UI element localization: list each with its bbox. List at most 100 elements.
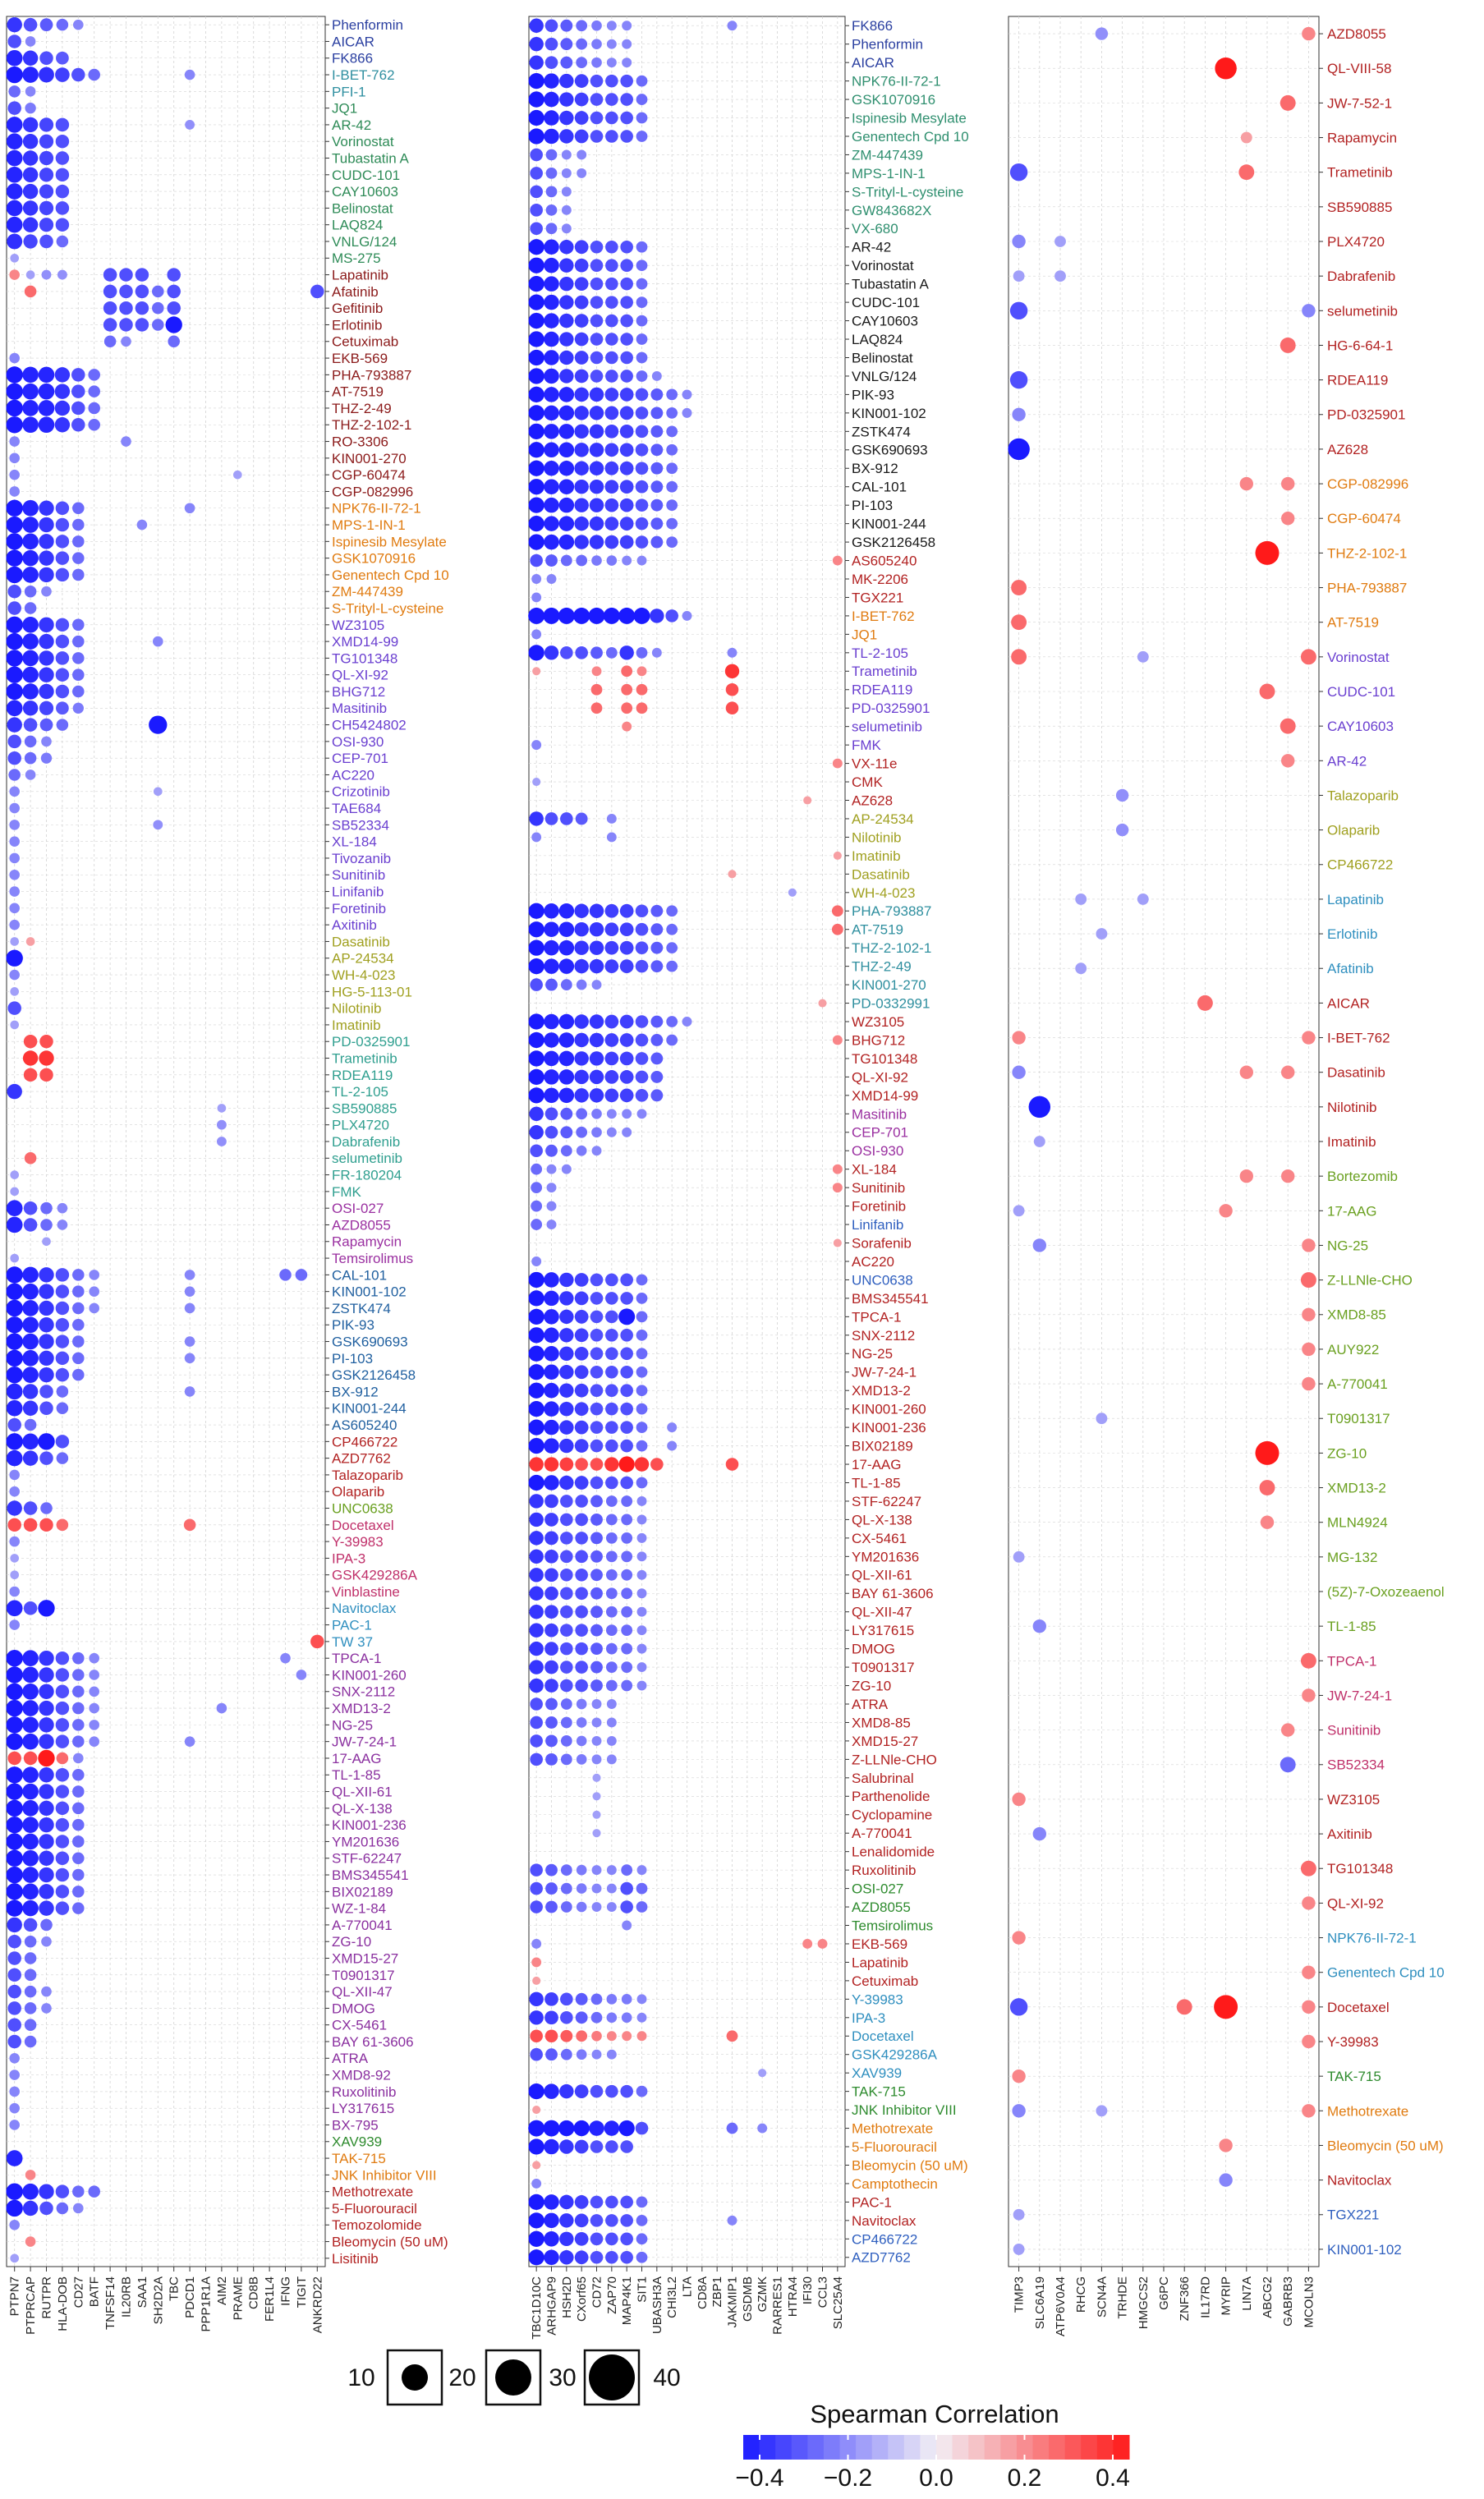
bubble [55,651,70,665]
row-label: JW-7-24-1 [852,1365,917,1380]
row-label: Tubastatin A [332,150,410,166]
bubble [531,740,542,751]
bubble [1255,1440,1280,1465]
bubble [528,91,544,108]
size-legend-dot [402,2364,428,2391]
bubble [575,1513,588,1527]
bubble [24,1952,37,1964]
bubble [530,185,543,199]
bubble [22,1883,39,1900]
column-labels: PTPN7 PTPRCAP RUTPR HLA-DOB CD27 BATF TNFSF14 I… [8,2267,324,2335]
bubble [39,683,54,700]
bubble [831,923,843,935]
bubble [559,1309,574,1325]
bubble [531,2178,542,2189]
bubble [621,1661,633,1673]
bubble [650,1089,664,1102]
bubble [9,802,20,814]
bubble [22,683,39,700]
row-label: PI-103 [332,1351,373,1367]
bubble [544,1327,559,1344]
bubble [89,1702,99,1714]
row-label: AUY922 [1327,1342,1379,1357]
bubble [56,51,69,65]
row-label: AZD7762 [332,1451,391,1467]
bubble [528,386,544,403]
bubble [620,240,633,254]
bubble [6,2183,23,2200]
bubble [9,903,20,914]
bubble [619,959,634,973]
row-label: Olaparib [332,1484,384,1500]
row-label: NG-25 [332,1717,373,1733]
bubble [666,905,678,917]
bubble [546,574,557,584]
bubble [7,2001,21,2015]
bubble [544,1013,559,1030]
bubble [530,1900,543,1913]
row-label: KIN001-236 [852,1420,926,1436]
row-label: Afatinib [332,284,379,300]
bubble [636,1865,647,1876]
bubble [7,1001,21,1015]
bubble [545,1697,558,1711]
bubble [635,407,649,420]
row-label: VNLG/124 [332,234,397,250]
bubble [561,186,572,197]
panel-1: PhenforminAICARFK866I-BET-762PFI-1JQ1AR-… [6,16,449,2335]
row-label: selumetinib [852,719,922,735]
bubble [1032,1619,1046,1633]
row-label: Trametinib [852,664,917,679]
bubble [1009,370,1028,389]
bubble [39,1367,54,1383]
bubble [39,1684,54,1699]
row-label: QL-XI-92 [1327,1895,1384,1911]
color-legend-swatch [1064,2435,1082,2460]
size-legend-label: 20 [448,2364,476,2391]
bubble [1300,1652,1316,1669]
row-label: THZ-2-49 [332,401,392,416]
bubble [559,2083,574,2099]
bubble [544,387,559,402]
row-label: TGX221 [852,590,903,605]
bubble [39,1900,54,1916]
bubble [88,418,100,431]
bubble [544,1069,559,1085]
row-label: Lapatinib [332,268,388,283]
bubble [559,129,574,144]
bubble [7,1751,21,1766]
bubble [529,811,544,826]
bubble [89,1652,99,1664]
bubble [560,1624,573,1637]
bubble [24,1968,37,1982]
column-label: PRAME [231,2276,245,2320]
bubble [22,416,39,434]
bubble [103,268,117,282]
bubble [605,1292,618,1305]
row-label: JQ1 [852,627,877,642]
bubble [590,1679,603,1692]
bubble [636,278,648,290]
row-label: Axitinib [1327,1826,1372,1842]
bubble [619,1088,634,1103]
bubble [636,1551,647,1562]
row-label: MLN4924 [1327,1515,1388,1531]
bubble [604,424,619,439]
bubble [529,1568,544,1583]
row-label: TL-1-85 [852,1475,901,1491]
bubble [635,1015,649,1028]
bubble [620,111,633,125]
bubble [7,601,21,615]
bubble [543,2120,560,2137]
column-labels: TIMP3 SLC6A19 ATP6V0A4 RHCG SCN4A TRHDE HMGCS2… [1013,2267,1316,2336]
bubble [73,2203,84,2214]
bubble [636,351,648,364]
bubble [666,425,678,438]
bubble [575,1550,588,1564]
bubble [620,1900,633,1913]
row-label: YM201636 [332,1834,399,1849]
row-label: AZ628 [1327,442,1368,457]
bubble [575,1624,588,1637]
bubble [574,332,589,347]
bubble [605,2195,618,2209]
